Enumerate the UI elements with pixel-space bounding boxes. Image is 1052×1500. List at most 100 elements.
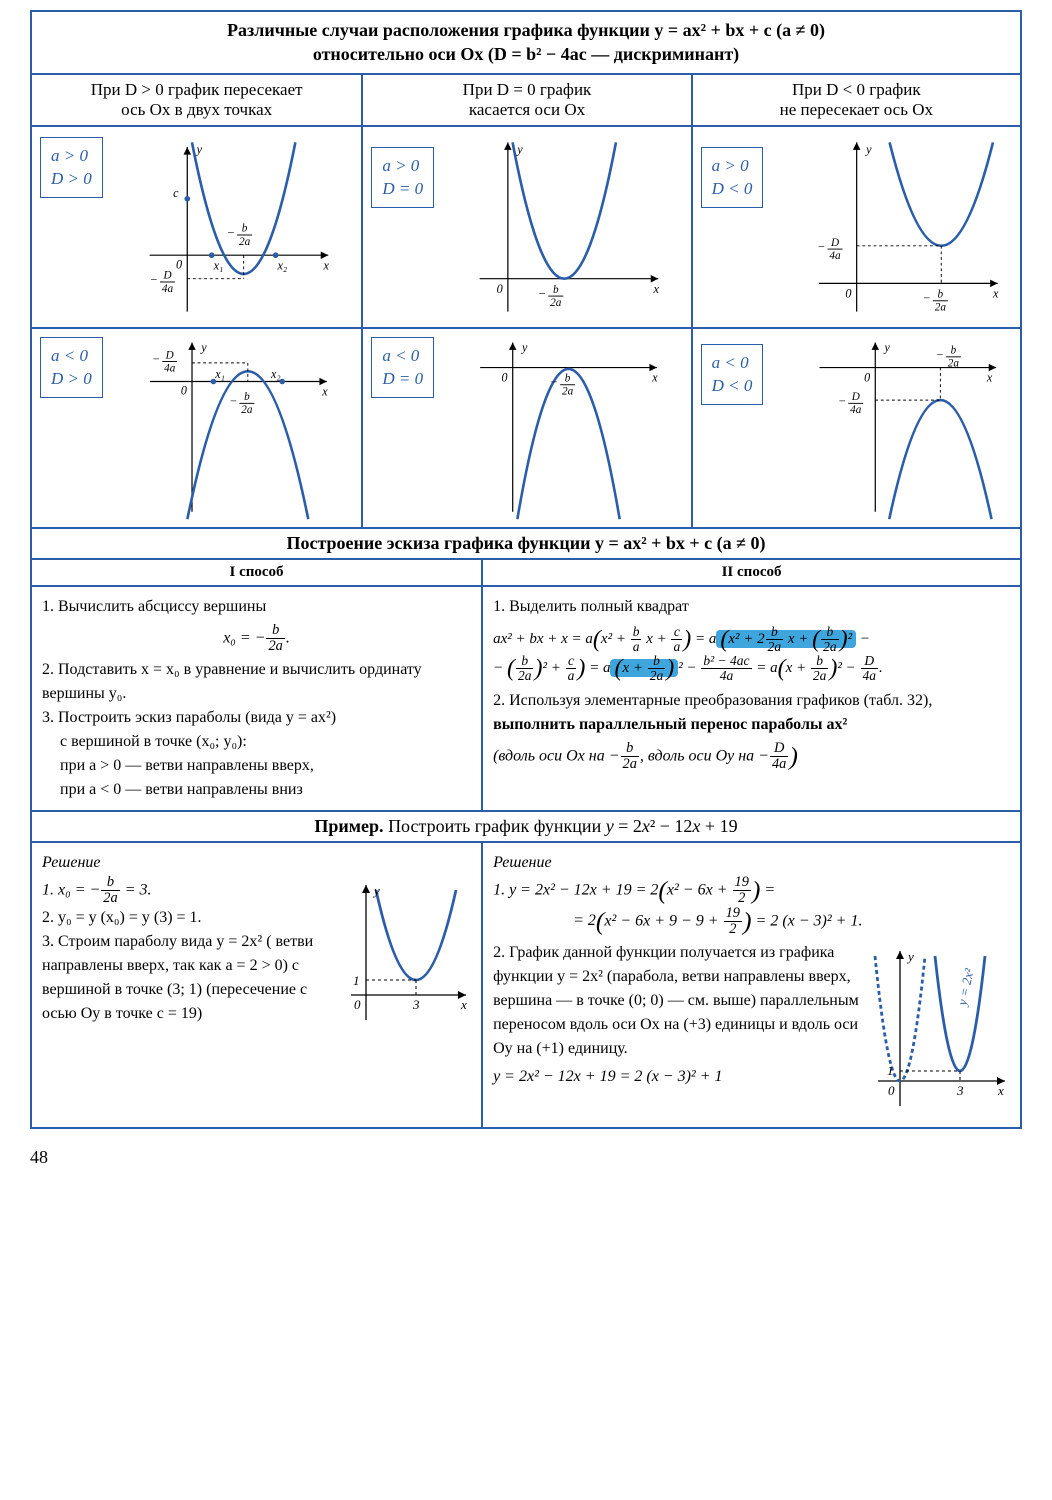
condition-box: a > 0 D = 0 [371,147,434,209]
svg-text:x: x [321,384,328,398]
graph-cell-a-pos-d-zero: a > 0 D = 0 y x 0 − b2a [361,127,690,327]
svg-text:x: x [992,286,999,300]
graph-row-1: a > 0 D > 0 y x 0 x₁ x₂ c − [32,127,1020,327]
condition-box: a < 0 D < 0 [701,344,764,406]
condition-box: a < 0 D = 0 [371,337,434,399]
svg-text:y: y [516,142,524,156]
s2-step2: 2. График данной функции получается из г… [493,941,864,1061]
graph-cell-a-pos-d-pos: a > 0 D > 0 y x 0 x₁ x₂ c − [32,127,361,327]
svg-text:x: x [323,258,330,272]
svg-text:0: 0 [354,997,361,1012]
svg-text:−: − [227,225,235,239]
m2-step1: 1. Выделить полный квадрат [493,595,1010,619]
svg-text:1: 1 [353,973,360,988]
section2-title: Построение эскиза графика функции y = ax… [32,527,1020,558]
solution2: Решение 1. y = 2x² − 12x + 19 = 2(x² − 6… [481,843,1020,1128]
svg-text:y: y [520,340,528,354]
svg-text:c: c [173,186,179,200]
condition-box: a > 0 D > 0 [40,137,103,199]
method2-body: 1. Выделить полный квадрат ax² + bx + x … [481,587,1020,810]
svg-text:−: − [935,347,943,361]
solution-label: Решение [493,851,1010,875]
col-header-1: При D > 0 график пересекает ось Ox в дву… [32,75,361,127]
svg-text:x: x [652,370,659,384]
svg-text:y = 2x²: y = 2x² [954,966,977,1009]
graph-cell-a-neg-d-neg: a < 0 D < 0 y x 0 − b2a − D4 [691,327,1020,527]
svg-text:y: y [372,883,380,898]
m1-step1: 1. Вычислить абсциссу вершины [42,595,471,619]
svg-text:−: − [838,393,846,407]
svg-text:3: 3 [412,997,420,1012]
m1-step3d: при a < 0 — ветви направлены вниз [42,778,471,802]
col3-line2: не пересекает ось Ox [780,100,933,119]
method1-title: I способ [32,560,481,585]
svg-text:−: − [229,393,237,407]
cond-d: D = 0 [382,177,423,201]
col2-line1: При D = 0 график [463,80,592,99]
svg-text:−: − [550,375,558,389]
condition-box: a < 0 D > 0 [40,337,103,399]
col-header-2: При D = 0 график касается оси Ox [361,75,690,127]
page-table: Различные случаи расположения графика фу… [30,10,1022,1129]
cond-a: a < 0 [712,351,753,375]
svg-text:0: 0 [497,281,503,295]
svg-text:y: y [195,142,203,156]
graph-cell-a-neg-d-pos: a < 0 D > 0 y x 0 x₁ x₂ − D4a [32,327,361,527]
cond-a: a < 0 [382,344,423,368]
example-text: Построить график функции y = 2x² − 12x +… [388,816,738,836]
m1-step3a: 3. Построить эскиз параболы (вида y = ax… [42,706,471,730]
cond-d: D = 0 [382,367,423,391]
method1-body: 1. Вычислить абсциссу вершины x₀ = −b2a.… [32,587,481,810]
svg-text:1: 1 [887,1063,894,1078]
m1-step2: 2. Подставить x = x₀ в уравнение и вычис… [42,658,471,706]
column-headers-row: При D > 0 график пересекает ось Ox в дву… [32,75,1020,127]
method-headers: I способ II способ [32,558,1020,585]
cond-d: D > 0 [51,367,92,391]
m1-step3c: при a > 0 — ветви направлены вверх, [42,754,471,778]
svg-text:−: − [152,351,160,365]
svg-text:0: 0 [864,370,870,384]
svg-text:0: 0 [502,370,508,384]
main-title: Различные случаи расположения графика фу… [32,12,1020,75]
svg-text:−: − [922,291,930,305]
svg-text:x₂: x₂ [270,366,281,380]
col-header-3: При D < 0 график не пересекает ось Ox [691,75,1020,127]
svg-text:x: x [653,281,660,295]
svg-text:x₂: x₂ [277,258,288,272]
cond-d: D < 0 [712,374,753,398]
col2-line2: касается оси Ox [469,100,585,119]
svg-text:x: x [997,1083,1004,1098]
example-title: Пример. Построить график функции y = 2x²… [32,810,1020,841]
m1-formula: x₀ = −b2a. [42,623,471,654]
svg-text:x₁: x₁ [214,366,225,380]
graph-cell-a-pos-d-neg: a > 0 D < 0 y x 0 − D4a − b2 [691,127,1020,327]
s1-step1: 1. x₀ = −b2a = 3. [42,875,333,906]
method2-title: II способ [481,560,1020,585]
cond-a: a > 0 [712,154,753,178]
s2-step1: 1. y = 2x² − 12x + 19 = 2(x² − 6x + 192)… [493,875,1010,938]
s1-step3: 3. Строим параболу вида y = 2x² ( ветви … [42,930,333,1026]
page-number: 48 [30,1147,1022,1168]
cond-d: D < 0 [712,177,753,201]
solution2-graph: y x 0 1 3 y = 2x² [870,941,1010,1119]
m2-step2: 2. Используя элементарные преобразования… [493,689,1010,737]
cond-a: a > 0 [382,154,423,178]
solution1: Решение 1. x₀ = −b2a = 3. 2. y₀ = y (x₀)… [32,843,481,1128]
svg-text:x₁: x₁ [213,258,224,272]
svg-text:y: y [882,340,890,354]
graph-cell-a-neg-d-zero: a < 0 D = 0 y x 0 − b2a [361,327,690,527]
m1-step3b: с вершиной в точке (x₀; y₀): [42,730,471,754]
title-line-1: Различные случаи расположения графика фу… [227,20,825,40]
cond-d: D > 0 [51,167,92,191]
col3-line1: При D < 0 график [792,80,921,99]
svg-text:x: x [986,370,993,384]
title-line-2: относительно оси Ox (D = b² − 4ac — диск… [313,44,739,64]
svg-text:x: x [460,997,467,1012]
svg-text:y: y [864,142,872,156]
condition-box: a > 0 D < 0 [701,147,764,209]
col1-line2: ось Ox в двух точках [121,100,272,119]
svg-text:y: y [199,340,207,354]
solution-label: Решение [42,851,471,875]
svg-text:0: 0 [181,383,187,397]
solution-row: Решение 1. x₀ = −b2a = 3. 2. y₀ = y (x₀)… [32,841,1020,1128]
